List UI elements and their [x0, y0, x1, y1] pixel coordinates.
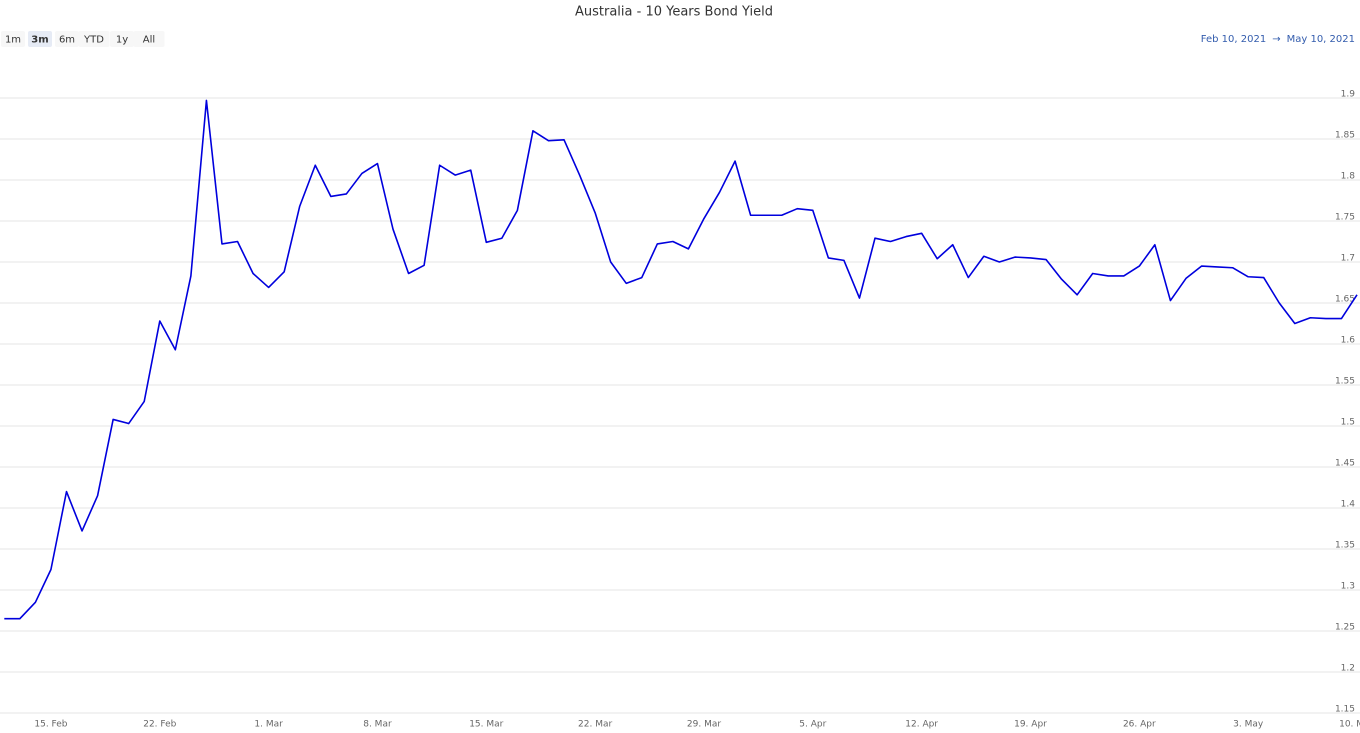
x-tick-label: 10. May — [1339, 720, 1360, 730]
x-tick-label: 26. Apr — [1123, 720, 1156, 730]
y-tick-label: 1.2 — [1341, 664, 1355, 674]
range-selector: 1m 3m 6m YTD 1y All — [1, 31, 165, 47]
range-button[interactable] — [110, 31, 134, 47]
x-tick-label: 22. Feb — [143, 720, 176, 730]
y-tick-label: 1.7 — [1341, 254, 1355, 264]
x-tick-label: 1. Mar — [254, 720, 283, 730]
range-button-label[interactable]: YTD — [83, 35, 104, 46]
x-tick-label: 15. Feb — [34, 720, 67, 730]
y-tick-label: 1.6 — [1341, 336, 1356, 346]
y-tick-label: 1.45 — [1335, 459, 1355, 469]
y-tick-label: 1.25 — [1335, 623, 1355, 633]
range-button[interactable] — [78, 31, 110, 47]
y-tick-label: 1.8 — [1341, 172, 1356, 182]
date-range-text: Feb 10, 2021 → May 10, 2021 — [1201, 34, 1355, 45]
x-tick-label: 5. Apr — [799, 720, 826, 730]
data-line — [4, 99, 1358, 620]
date-separator: → — [1272, 34, 1280, 45]
range-button[interactable] — [28, 31, 52, 47]
range-button[interactable] — [55, 31, 79, 47]
y-tick-label: 1.35 — [1335, 541, 1355, 551]
x-tick-label: 22. Mar — [578, 720, 612, 730]
x-tick-label: 3. May — [1233, 720, 1264, 730]
y-tick-label: 1.55 — [1335, 377, 1355, 387]
y-tick-label: 1.5 — [1341, 418, 1355, 428]
y-tick-label: 1.65 — [1335, 295, 1355, 305]
x-tick-label: 12. Apr — [905, 720, 938, 730]
y-tick-label: 1.9 — [1341, 90, 1356, 100]
range-button-label[interactable]: 1y — [116, 35, 128, 46]
chart-title: Australia - 10 Years Bond Yield — [575, 5, 773, 20]
date-range: Feb 10, 2021 → May 10, 2021 — [1201, 34, 1355, 45]
range-button-label[interactable]: 3m — [31, 35, 48, 46]
y-tick-label: 1.85 — [1335, 131, 1355, 141]
range-button[interactable] — [1, 31, 25, 47]
y-tick-label: 1.15 — [1335, 705, 1355, 715]
range-button-label[interactable]: 6m — [59, 35, 75, 46]
date-to[interactable]: May 10, 2021 — [1287, 34, 1355, 45]
date-from[interactable]: Feb 10, 2021 — [1201, 34, 1266, 45]
y-tick-label: 1.4 — [1341, 500, 1356, 510]
x-tick-label: 15. Mar — [469, 720, 503, 730]
x-tick-label: 19. Apr — [1014, 720, 1047, 730]
x-tick-label: 8. Mar — [363, 720, 392, 730]
range-button-label[interactable]: 1m — [5, 35, 21, 46]
y-tick-label: 1.3 — [1341, 582, 1355, 592]
y-tick-label: 1.75 — [1335, 213, 1355, 223]
x-tick-label: 29. Mar — [687, 720, 721, 730]
range-button-label[interactable]: All — [143, 35, 155, 46]
range-button[interactable] — [133, 31, 165, 47]
